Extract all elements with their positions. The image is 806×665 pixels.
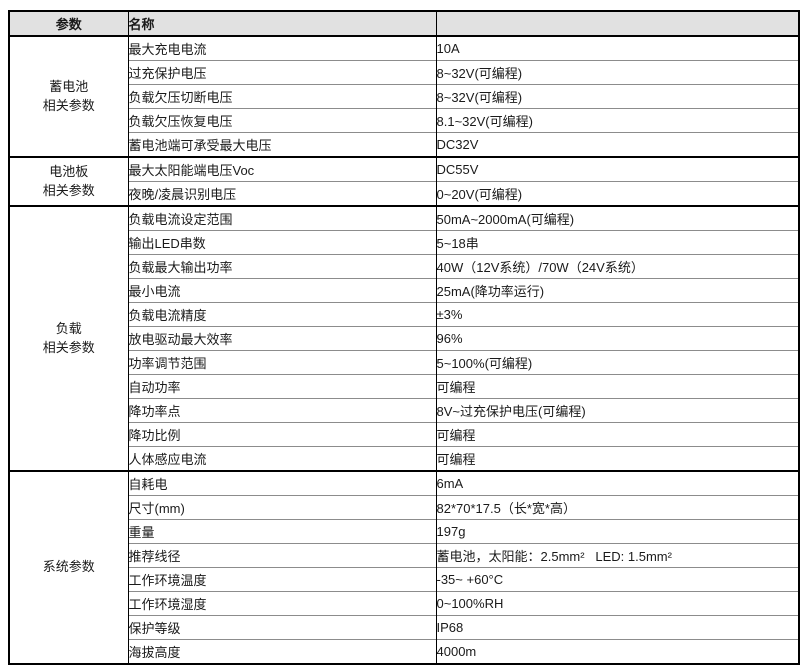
- table-row: 降功比例 可编程: [9, 422, 799, 447]
- param-name-cell: 人体感应电流: [127, 446, 437, 471]
- table-row: 保护等级 IP68: [9, 615, 799, 640]
- param-value-cell: 4000m: [435, 639, 799, 664]
- table-row: 工作环境湿度 0~100%RH: [9, 591, 799, 616]
- param-name-cell: 降功比例: [127, 422, 437, 447]
- param-value-cell: 8~32V(可编程): [435, 84, 799, 109]
- param-value-cell: 50mA~2000mA(可编程): [435, 205, 799, 231]
- table-row: 负载欠压切断电压 8~32V(可编程): [9, 84, 799, 109]
- table-row: 重量 197g: [9, 519, 799, 544]
- param-value-cell: 40W（12V系统）/70W（24V系统）: [435, 254, 799, 279]
- param-name-cell: 海拔高度: [127, 639, 437, 664]
- param-value-cell: 5~18串: [435, 230, 799, 255]
- category-cell: 电池板 相关参数: [9, 156, 129, 206]
- param-value-cell: 可编程: [435, 374, 799, 399]
- header-name: 名称: [127, 11, 436, 37]
- param-name-cell: 夜晚/凌晨识别电压: [127, 181, 437, 206]
- param-name-cell: 最小电流: [127, 278, 437, 303]
- table-row: 最小电流 25mA(降功率运行): [9, 278, 799, 303]
- param-value-cell: 197g: [435, 519, 799, 544]
- param-name-cell: 负载欠压切断电压: [127, 84, 437, 109]
- param-name-cell: 最大太阳能端电压Voc: [127, 156, 437, 182]
- param-value-cell: 0~20V(可编程): [435, 181, 799, 206]
- category-cell: 蓄电池 相关参数: [9, 35, 129, 157]
- param-name-cell: 降功率点: [127, 398, 437, 423]
- spec-table-body: 蓄电池 相关参数 最大充电电流 10A 过充保护电压 8~32V(可编程) 负载欠压切断电压…: [9, 35, 799, 664]
- param-name-cell: 负载最大输出功率: [127, 254, 437, 279]
- param-name-cell: 输出LED串数: [127, 230, 437, 255]
- param-name-cell: 过充保护电压: [127, 60, 437, 85]
- table-row: 自动功率 可编程: [9, 374, 799, 399]
- param-value-cell: 可编程: [435, 446, 799, 471]
- table-row: 放电驱动最大效率 96%: [9, 326, 799, 351]
- table-row: 负载最大输出功率 40W（12V系统）/70W（24V系统）: [9, 254, 799, 279]
- table-row: 工作环境温度 -35~ +60°C: [9, 567, 799, 592]
- param-name-cell: 蓄电池端可承受最大电压: [127, 132, 437, 157]
- category-cell: 系统参数: [9, 470, 129, 664]
- table-row: 降功率点 8V~过充保护电压(可编程): [9, 398, 799, 423]
- header-param: 参数: [9, 11, 128, 37]
- header-row: 参数 名称: [9, 11, 799, 37]
- table-row: 功率调节范围 5~100%(可编程): [9, 350, 799, 375]
- param-name-cell: 最大充电电流: [127, 35, 437, 61]
- table-row: 夜晚/凌晨识别电压 0~20V(可编程): [9, 181, 799, 206]
- param-value-cell: 8.1~32V(可编程): [435, 108, 799, 133]
- param-name-cell: 放电驱动最大效率: [127, 326, 437, 351]
- param-name-cell: 自动功率: [127, 374, 437, 399]
- param-value-cell: 10A: [435, 35, 799, 61]
- param-name-cell: 尺寸(mm): [127, 495, 437, 520]
- table-row: 输出LED串数 5~18串: [9, 230, 799, 255]
- param-name-cell: 负载欠压恢复电压: [127, 108, 437, 133]
- param-name-cell: 自耗电: [127, 470, 437, 496]
- spec-table: 参数 名称 蓄电池 相关参数 最大充电电流 10A 过充保护电压 8~32V(可编程) 负载…: [8, 10, 800, 665]
- param-value-cell: 8~32V(可编程): [435, 60, 799, 85]
- param-name-cell: 负载电流精度: [127, 302, 437, 327]
- param-value-cell: -35~ +60°C: [435, 567, 799, 592]
- table-row: 蓄电池端可承受最大电压 DC32V: [9, 132, 799, 157]
- table-row: 尺寸(mm) 82*70*17.5（长*宽*高）: [9, 495, 799, 520]
- spec-table-header: 参数 名称: [9, 11, 799, 37]
- param-value-cell: DC55V: [435, 156, 799, 182]
- param-value-cell: 5~100%(可编程): [435, 350, 799, 375]
- param-value-cell: 25mA(降功率运行): [435, 278, 799, 303]
- param-name-cell: 功率调节范围: [127, 350, 437, 375]
- param-name-cell: 工作环境温度: [127, 567, 437, 592]
- param-value-cell: 蓄电池，太阳能：2.5mm² LED: 1.5mm²: [435, 543, 799, 568]
- param-value-cell: IP68: [435, 615, 799, 640]
- param-name-cell: 负载电流设定范围: [127, 205, 437, 231]
- param-name-cell: 工作环境湿度: [127, 591, 437, 616]
- table-row: 推荐线径 蓄电池，太阳能：2.5mm² LED: 1.5mm²: [9, 543, 799, 568]
- header-value: [435, 11, 799, 37]
- param-value-cell: DC32V: [435, 132, 799, 157]
- table-row: 负载 相关参数 负载电流设定范围 50mA~2000mA(可编程): [9, 205, 799, 471]
- table-row: 负载电流精度 ±3%: [9, 302, 799, 327]
- table-row: 负载欠压恢复电压 8.1~32V(可编程): [9, 108, 799, 133]
- param-name-cell: 保护等级: [127, 615, 437, 640]
- table-row: 系统参数 自耗电 6mA: [9, 470, 799, 664]
- param-value-cell: 82*70*17.5（长*宽*高）: [435, 495, 799, 520]
- table-row: 人体感应电流 可编程: [9, 446, 799, 471]
- param-value-cell: ±3%: [435, 302, 799, 327]
- category-cell: 负载 相关参数: [9, 205, 129, 471]
- table-row: 过充保护电压 8~32V(可编程): [9, 60, 799, 85]
- table-row: 海拔高度 4000m: [9, 639, 799, 664]
- table-row: 蓄电池 相关参数 最大充电电流 10A: [9, 35, 799, 157]
- param-value-cell: 6mA: [435, 470, 799, 496]
- param-value-cell: 96%: [435, 326, 799, 351]
- param-value-cell: 可编程: [435, 422, 799, 447]
- table-row: 电池板 相关参数 最大太阳能端电压Voc DC55V: [9, 156, 799, 206]
- param-name-cell: 重量: [127, 519, 437, 544]
- param-value-cell: 0~100%RH: [435, 591, 799, 616]
- param-value-cell: 8V~过充保护电压(可编程): [435, 398, 799, 423]
- param-name-cell: 推荐线径: [127, 543, 437, 568]
